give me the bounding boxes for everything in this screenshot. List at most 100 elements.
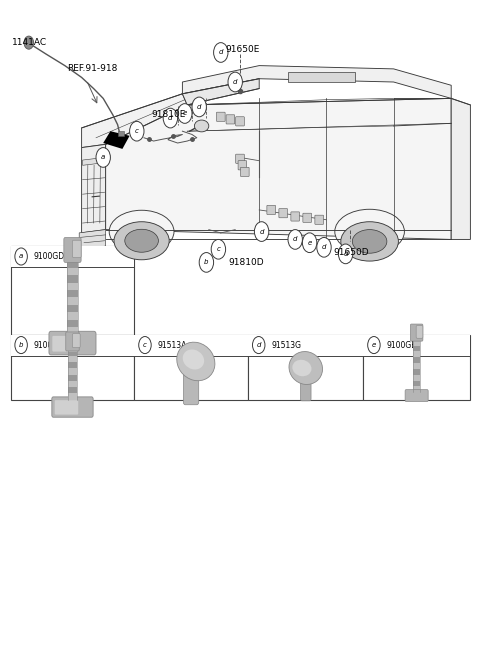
Bar	[68, 375, 77, 380]
Circle shape	[288, 230, 302, 249]
FancyBboxPatch shape	[183, 370, 199, 405]
Text: b: b	[19, 342, 24, 348]
Circle shape	[163, 108, 178, 128]
Text: 91810D: 91810D	[228, 258, 264, 267]
Text: 1141AC: 1141AC	[12, 38, 47, 47]
FancyBboxPatch shape	[226, 115, 235, 124]
Bar	[413, 352, 420, 358]
Bar	[68, 387, 77, 393]
Ellipse shape	[289, 352, 323, 384]
FancyBboxPatch shape	[300, 377, 311, 401]
Circle shape	[15, 337, 27, 354]
Circle shape	[130, 121, 144, 141]
FancyBboxPatch shape	[416, 325, 423, 338]
Ellipse shape	[125, 229, 158, 253]
Polygon shape	[106, 94, 451, 239]
Bar	[67, 283, 78, 290]
Text: b: b	[204, 259, 209, 266]
Bar	[67, 319, 78, 327]
FancyBboxPatch shape	[279, 209, 288, 218]
Bar	[413, 386, 420, 392]
Bar	[67, 260, 78, 268]
Circle shape	[252, 337, 265, 354]
Bar	[67, 312, 78, 319]
Bar	[67, 276, 78, 283]
Text: e: e	[308, 239, 312, 246]
Ellipse shape	[292, 359, 312, 377]
Bar	[413, 340, 420, 346]
Bar	[413, 375, 420, 380]
Text: 91650D: 91650D	[334, 248, 369, 257]
Polygon shape	[103, 131, 130, 149]
Bar	[134, 335, 248, 356]
Text: 9100GD: 9100GD	[34, 252, 65, 261]
Bar	[67, 297, 78, 305]
Bar	[68, 380, 77, 387]
Bar	[11, 335, 134, 356]
Bar	[413, 346, 420, 352]
Text: d: d	[343, 251, 348, 257]
Ellipse shape	[352, 230, 387, 253]
Bar	[248, 335, 363, 400]
Text: d: d	[322, 244, 326, 251]
FancyBboxPatch shape	[267, 205, 276, 215]
Bar	[248, 335, 363, 356]
FancyBboxPatch shape	[72, 240, 81, 258]
Circle shape	[214, 43, 228, 62]
Circle shape	[199, 253, 214, 272]
Circle shape	[24, 36, 34, 49]
Bar	[363, 335, 470, 356]
Bar	[11, 246, 134, 335]
Ellipse shape	[183, 350, 204, 369]
Circle shape	[254, 222, 269, 241]
Bar	[68, 356, 77, 362]
Bar	[67, 327, 78, 335]
FancyBboxPatch shape	[236, 117, 244, 126]
Text: e: e	[372, 342, 376, 348]
FancyBboxPatch shape	[303, 213, 312, 222]
Text: REF.91-918: REF.91-918	[67, 64, 118, 73]
Circle shape	[368, 337, 380, 354]
Text: a: a	[19, 253, 23, 260]
Circle shape	[192, 97, 206, 117]
Circle shape	[178, 104, 192, 123]
FancyBboxPatch shape	[52, 397, 93, 417]
Ellipse shape	[114, 222, 169, 260]
Circle shape	[228, 72, 242, 92]
Circle shape	[139, 337, 151, 354]
FancyBboxPatch shape	[72, 333, 80, 348]
Text: d: d	[197, 104, 202, 110]
Circle shape	[15, 248, 27, 265]
Polygon shape	[79, 230, 106, 251]
FancyBboxPatch shape	[315, 215, 324, 224]
Ellipse shape	[177, 342, 215, 380]
Bar	[67, 268, 78, 276]
Text: d: d	[259, 228, 264, 235]
FancyBboxPatch shape	[405, 390, 428, 401]
Polygon shape	[182, 79, 259, 105]
Text: c: c	[216, 246, 220, 253]
FancyBboxPatch shape	[238, 161, 247, 170]
Bar	[67, 290, 78, 297]
Circle shape	[302, 233, 317, 253]
Bar	[413, 358, 420, 363]
Bar	[11, 246, 134, 267]
FancyBboxPatch shape	[410, 324, 423, 341]
Bar	[363, 335, 470, 400]
Bar	[68, 362, 77, 369]
Polygon shape	[82, 94, 187, 148]
Bar	[134, 335, 248, 400]
Polygon shape	[82, 144, 106, 233]
Polygon shape	[83, 157, 105, 165]
FancyBboxPatch shape	[64, 237, 81, 262]
Bar	[413, 369, 420, 375]
Text: c: c	[143, 342, 147, 348]
Text: 91513A: 91513A	[157, 340, 187, 350]
Text: 91513G: 91513G	[271, 340, 301, 350]
Text: d: d	[233, 79, 238, 85]
Text: d: d	[168, 115, 173, 121]
Bar	[68, 350, 77, 356]
Text: 91650E: 91650E	[226, 45, 260, 54]
Text: d: d	[256, 342, 261, 348]
Ellipse shape	[341, 222, 398, 261]
